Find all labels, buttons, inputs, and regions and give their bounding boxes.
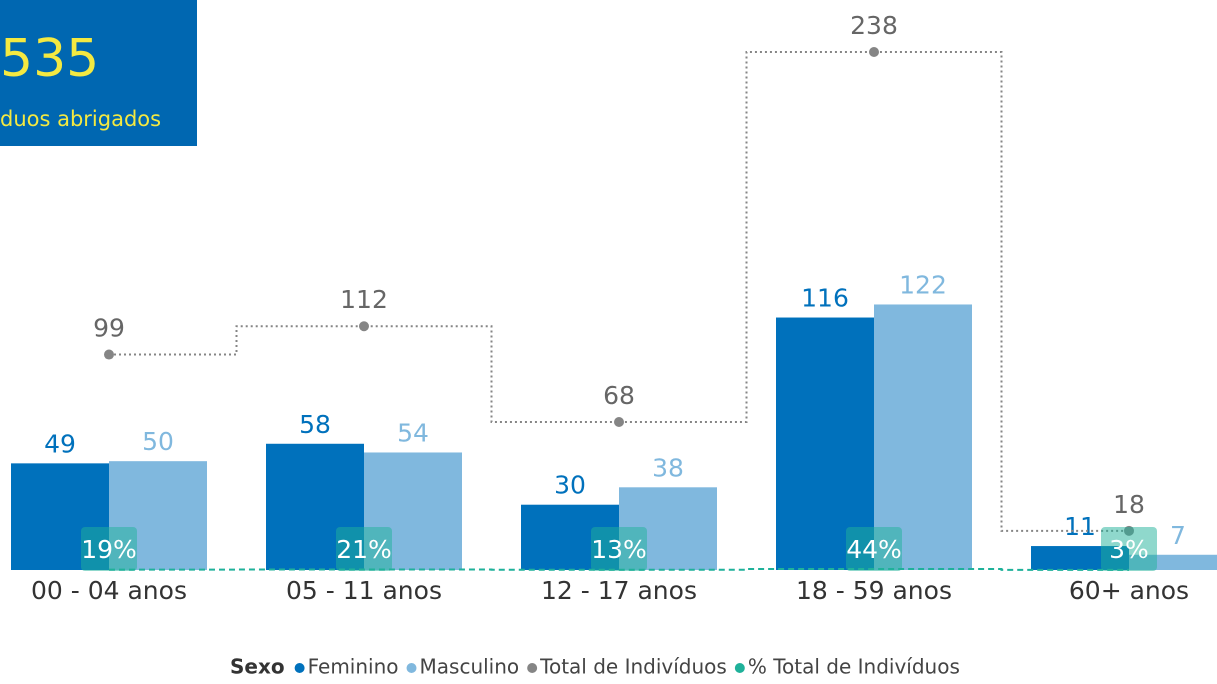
bar xyxy=(874,304,972,570)
line xyxy=(109,51,1129,532)
data-label: 116 xyxy=(801,284,849,313)
card-label: duos abrigados xyxy=(0,107,161,131)
line-point xyxy=(104,349,114,360)
legend-marker xyxy=(294,663,305,673)
line-point xyxy=(614,417,624,427)
line-point xyxy=(359,321,369,332)
legend-marker xyxy=(527,663,538,673)
data-label: 58 xyxy=(299,410,331,439)
x-tick-label: 12 - 17 anos xyxy=(541,576,697,605)
data-label: 68 xyxy=(603,381,635,410)
data-label: 13% xyxy=(591,535,647,564)
legend-label: Total de Indivíduos xyxy=(539,655,727,679)
data-label-box xyxy=(846,527,902,571)
data-label: 11 xyxy=(1064,512,1096,541)
legend-title: Sexo xyxy=(230,655,285,679)
data-label: 3% xyxy=(1109,535,1149,564)
data-label: 7 xyxy=(1170,521,1186,550)
data-label: 54 xyxy=(397,418,429,447)
data-label: 49 xyxy=(44,429,76,458)
legend-label: Feminino xyxy=(308,655,399,679)
x-tick-label: 18 - 59 anos xyxy=(796,576,952,605)
data-label: 38 xyxy=(652,453,684,482)
data-label: 44% xyxy=(846,535,902,564)
data-label-box xyxy=(591,527,647,571)
data-label: 122 xyxy=(899,270,947,299)
card-value: 535 xyxy=(0,29,99,89)
data-label-box xyxy=(81,527,137,571)
data-label-box xyxy=(1101,527,1157,571)
data-label: 19% xyxy=(81,535,137,564)
data-label: 18 xyxy=(1113,490,1145,519)
data-label: 50 xyxy=(142,427,174,456)
data-label: 112 xyxy=(340,285,388,314)
legend-label: Masculino xyxy=(420,655,520,679)
legend-marker xyxy=(734,663,745,673)
x-tick-label: 00 - 04 anos xyxy=(31,576,187,605)
data-label-box xyxy=(336,527,392,571)
card-background xyxy=(0,0,197,146)
data-label: 30 xyxy=(554,471,586,500)
legend-marker xyxy=(406,663,417,673)
x-tick-label: 05 - 11 anos xyxy=(286,576,442,605)
data-label: 99 xyxy=(93,314,125,343)
legend-label: % Total de Indivíduos xyxy=(748,655,960,679)
data-label: 21% xyxy=(336,535,392,564)
x-tick-label: 60+ anos xyxy=(1069,576,1189,605)
data-label: 238 xyxy=(850,11,898,40)
line-point xyxy=(869,47,879,57)
